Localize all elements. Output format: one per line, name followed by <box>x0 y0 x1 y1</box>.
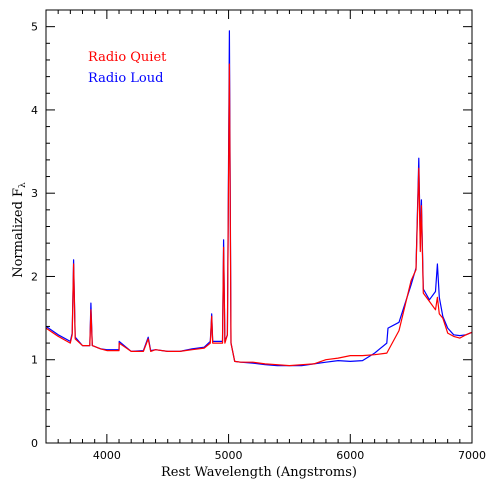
x-tick-label: 6000 <box>336 449 364 462</box>
y-tick-label: 2 <box>31 270 38 283</box>
tick-labels: 4000 5000 6000 7000 0 1 2 3 4 5 <box>31 21 486 462</box>
y-axis-label-group: Normalized Fλ <box>11 182 28 278</box>
y-axis-label-subscript: λ <box>18 182 28 188</box>
y-tick-label: 4 <box>31 104 38 117</box>
y-tick-label: 1 <box>31 354 38 367</box>
plot-frame <box>45 9 473 444</box>
plot-lines <box>45 30 473 367</box>
x-axis-label: Rest Wavelength (Angstroms) <box>161 465 357 480</box>
x-tick-label: 4000 <box>93 449 121 462</box>
x-tick-label: 5000 <box>215 449 243 462</box>
y-tick-label: 5 <box>31 21 38 34</box>
y-axis-label: Normalized Fλ <box>11 182 28 278</box>
y-tick-label: 3 <box>31 187 38 200</box>
series-line-radio-quiet <box>45 63 473 367</box>
legend: Radio Quiet Radio Loud <box>88 50 167 86</box>
legend-entry-radio-loud: Radio Loud <box>88 71 163 86</box>
y-tick-label: 0 <box>31 437 38 450</box>
x-tick-label: 7000 <box>458 449 486 462</box>
y-axis-label-main: Normalized F <box>11 188 26 278</box>
legend-entry-radio-quiet: Radio Quiet <box>88 50 167 65</box>
